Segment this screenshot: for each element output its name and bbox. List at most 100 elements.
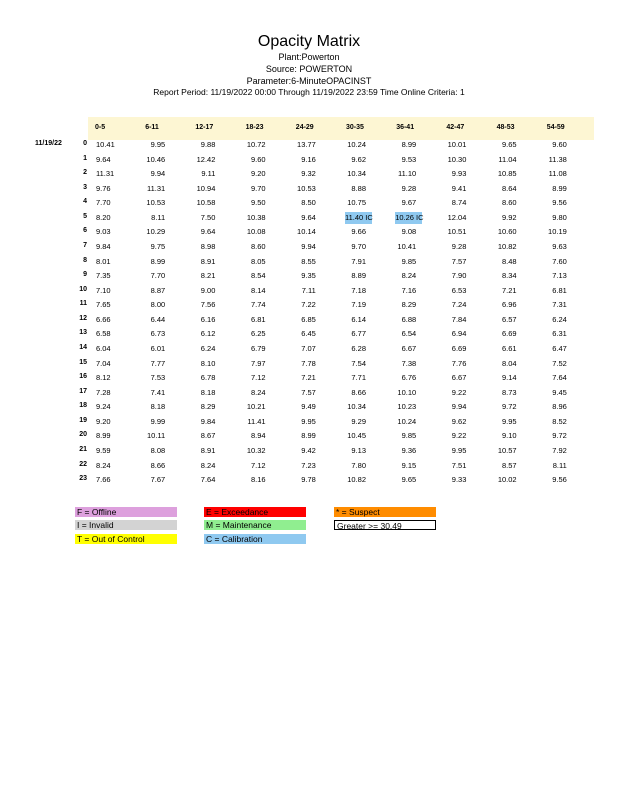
hour: 14: [79, 343, 87, 351]
cell: 9.22: [451, 431, 467, 441]
cell: 8.11: [151, 212, 166, 222]
cell: 6.88: [401, 314, 417, 324]
cell: 9.50: [251, 198, 266, 208]
cell: 9.08: [401, 227, 417, 237]
cell: 9.60: [251, 154, 266, 164]
cell: 10.14: [297, 227, 316, 237]
cell: 9.41: [451, 183, 467, 193]
cell: 8.91: [200, 445, 216, 455]
cell: 6.67: [451, 373, 467, 383]
parameter: Parameter:6-MinuteOPACINST: [246, 76, 372, 86]
hour: 6: [83, 227, 87, 235]
hour: 13: [79, 329, 87, 337]
legend-item: Greater >= 30.49: [334, 520, 436, 531]
cell: 7.91: [351, 256, 366, 266]
cell: 9.32: [301, 169, 316, 179]
cell: 7.64: [200, 475, 216, 485]
cell: 8.24: [200, 460, 216, 470]
cell: 6.69: [451, 343, 467, 353]
cell: 10.72: [246, 140, 266, 149]
cell: 6.73: [150, 329, 166, 339]
cell: 10.34: [347, 402, 366, 412]
cell: 8.34: [502, 271, 517, 281]
cell: 7.07: [301, 343, 316, 353]
cell: 9.67: [401, 198, 417, 208]
hour: 17: [79, 387, 87, 395]
cell: 12.04: [447, 212, 467, 222]
hour: 9: [83, 271, 87, 279]
cell: 9.35: [301, 271, 316, 281]
cell: 9.45: [552, 387, 567, 397]
hour: 4: [83, 198, 87, 206]
cell: 7.56: [200, 300, 216, 310]
cell: 8.18: [150, 402, 166, 412]
cell: 6.24: [552, 314, 567, 324]
cell: 6.94: [451, 329, 467, 339]
cell: 9.72: [552, 431, 567, 441]
cell: 7.57: [301, 387, 316, 397]
cell: 7.38: [401, 358, 417, 368]
hour: 11: [79, 300, 87, 308]
cell: 7.70: [96, 198, 111, 208]
cell: 7.21: [502, 285, 517, 295]
cell: 10.30: [447, 154, 467, 164]
cell: 6.96: [502, 300, 517, 310]
cell: 7.80: [351, 460, 366, 470]
cell: 8.52: [552, 416, 567, 426]
cell: 6.45: [301, 329, 316, 339]
cell: 6.01: [150, 343, 166, 353]
cell: 8.99: [301, 431, 316, 441]
cell: 7.84: [451, 314, 467, 324]
cell: 9.53: [401, 154, 417, 164]
cell: 9.64: [96, 154, 111, 164]
cell: 6.81: [552, 285, 567, 295]
cell: 6.78: [200, 373, 216, 383]
hour: 16: [79, 373, 87, 381]
cell: 9.94: [301, 241, 316, 251]
cell: 9.84: [200, 416, 216, 426]
cell: 9.85: [401, 256, 417, 266]
cell: 10.60: [497, 227, 517, 237]
cell: 9.16: [301, 154, 316, 164]
cell: 8.94: [251, 431, 266, 441]
cell: 7.31: [552, 300, 567, 310]
cell: 10.08: [246, 227, 266, 237]
cell: 10.46: [146, 154, 166, 164]
cell: 10.02: [497, 475, 517, 485]
cell: 10.94: [196, 183, 216, 193]
cell: 11.38: [548, 154, 567, 164]
cell: 8.60: [502, 198, 517, 208]
cell: 8.99: [150, 256, 166, 266]
column-header: 6-11: [145, 124, 159, 131]
hour: 20: [79, 431, 87, 439]
cell: 6.85: [301, 314, 316, 324]
cell: 8.60: [251, 241, 266, 251]
legend-item: E = Exceedance: [204, 507, 306, 517]
cell: 8.24: [96, 460, 111, 470]
cell: 6.81: [251, 314, 266, 324]
cell: 13.77: [297, 140, 316, 149]
cell: 6.53: [451, 285, 467, 295]
cell: 7.66: [96, 475, 111, 485]
cell: 11.10: [397, 169, 417, 179]
cell: 9.60: [552, 140, 567, 149]
cell: 9.24: [96, 402, 111, 412]
cell: 7.24: [451, 300, 467, 310]
date: 11/19/22: [35, 140, 62, 147]
cell: 9.13: [351, 445, 366, 455]
cell: 8.16: [251, 475, 266, 485]
cell: 7.12: [251, 373, 266, 383]
cell: 10.21: [246, 402, 266, 412]
cell: 7.78: [301, 358, 316, 368]
cell: 7.28: [96, 387, 111, 397]
cell: 8.20: [96, 212, 111, 222]
cell: 7.57: [451, 256, 467, 266]
legend-item: F = Offline: [75, 507, 177, 517]
cell: 7.41: [150, 387, 166, 397]
cell: 8.91: [200, 256, 216, 266]
cell: 9.85: [401, 431, 417, 441]
cell: 9.84: [96, 241, 111, 251]
cell: 7.70: [150, 271, 166, 281]
cell: 9.36: [401, 445, 417, 455]
cell: 10.41: [397, 241, 417, 251]
